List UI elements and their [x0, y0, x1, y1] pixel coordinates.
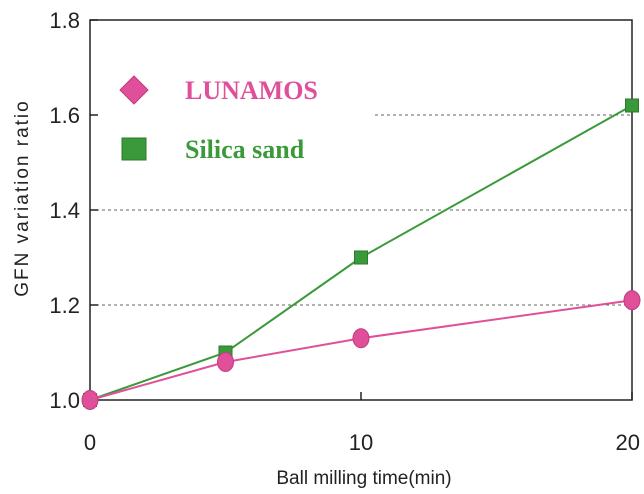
- tick-labels: 1.0 1.2 1.4 1.6 1.8 0 10 20: [49, 8, 640, 455]
- data-point-silica-sand: [625, 98, 639, 113]
- y-tick-label: 1.8: [49, 8, 80, 33]
- legend-label-silica-sand: Silica sand: [185, 135, 305, 164]
- data-point-silica-sand: [354, 250, 368, 265]
- series-layer: [81, 98, 641, 410]
- legend-label-lunamos: LUNAMOS: [185, 76, 318, 105]
- legend-marker-lunamos: [119, 75, 149, 105]
- data-point-lunamos: [81, 390, 99, 410]
- y-tick-label: 1.4: [49, 198, 80, 223]
- data-point-lunamos: [217, 352, 234, 372]
- series-line-lunamos: [89, 299, 633, 401]
- grid-lines: [90, 114, 632, 306]
- legend: LUNAMOS Silica sand: [119, 75, 318, 164]
- data-point-lunamos: [623, 290, 641, 311]
- legend-marker-silica-sand: [121, 137, 147, 161]
- x-axis-label: Ball milling time(min): [276, 468, 451, 489]
- y-tick-label: 1.2: [49, 293, 80, 318]
- x-tick-label: 10: [349, 430, 373, 455]
- y-tick-label: 1.0: [49, 388, 80, 413]
- series-line-silica-sand: [89, 104, 633, 401]
- x-tick-label: 0: [84, 430, 96, 455]
- y-tick-label: 1.6: [49, 103, 80, 128]
- y-axis-label: GFN variation ratio: [12, 99, 33, 296]
- x-tick-label: 20: [616, 430, 640, 455]
- data-point-lunamos: [352, 328, 370, 349]
